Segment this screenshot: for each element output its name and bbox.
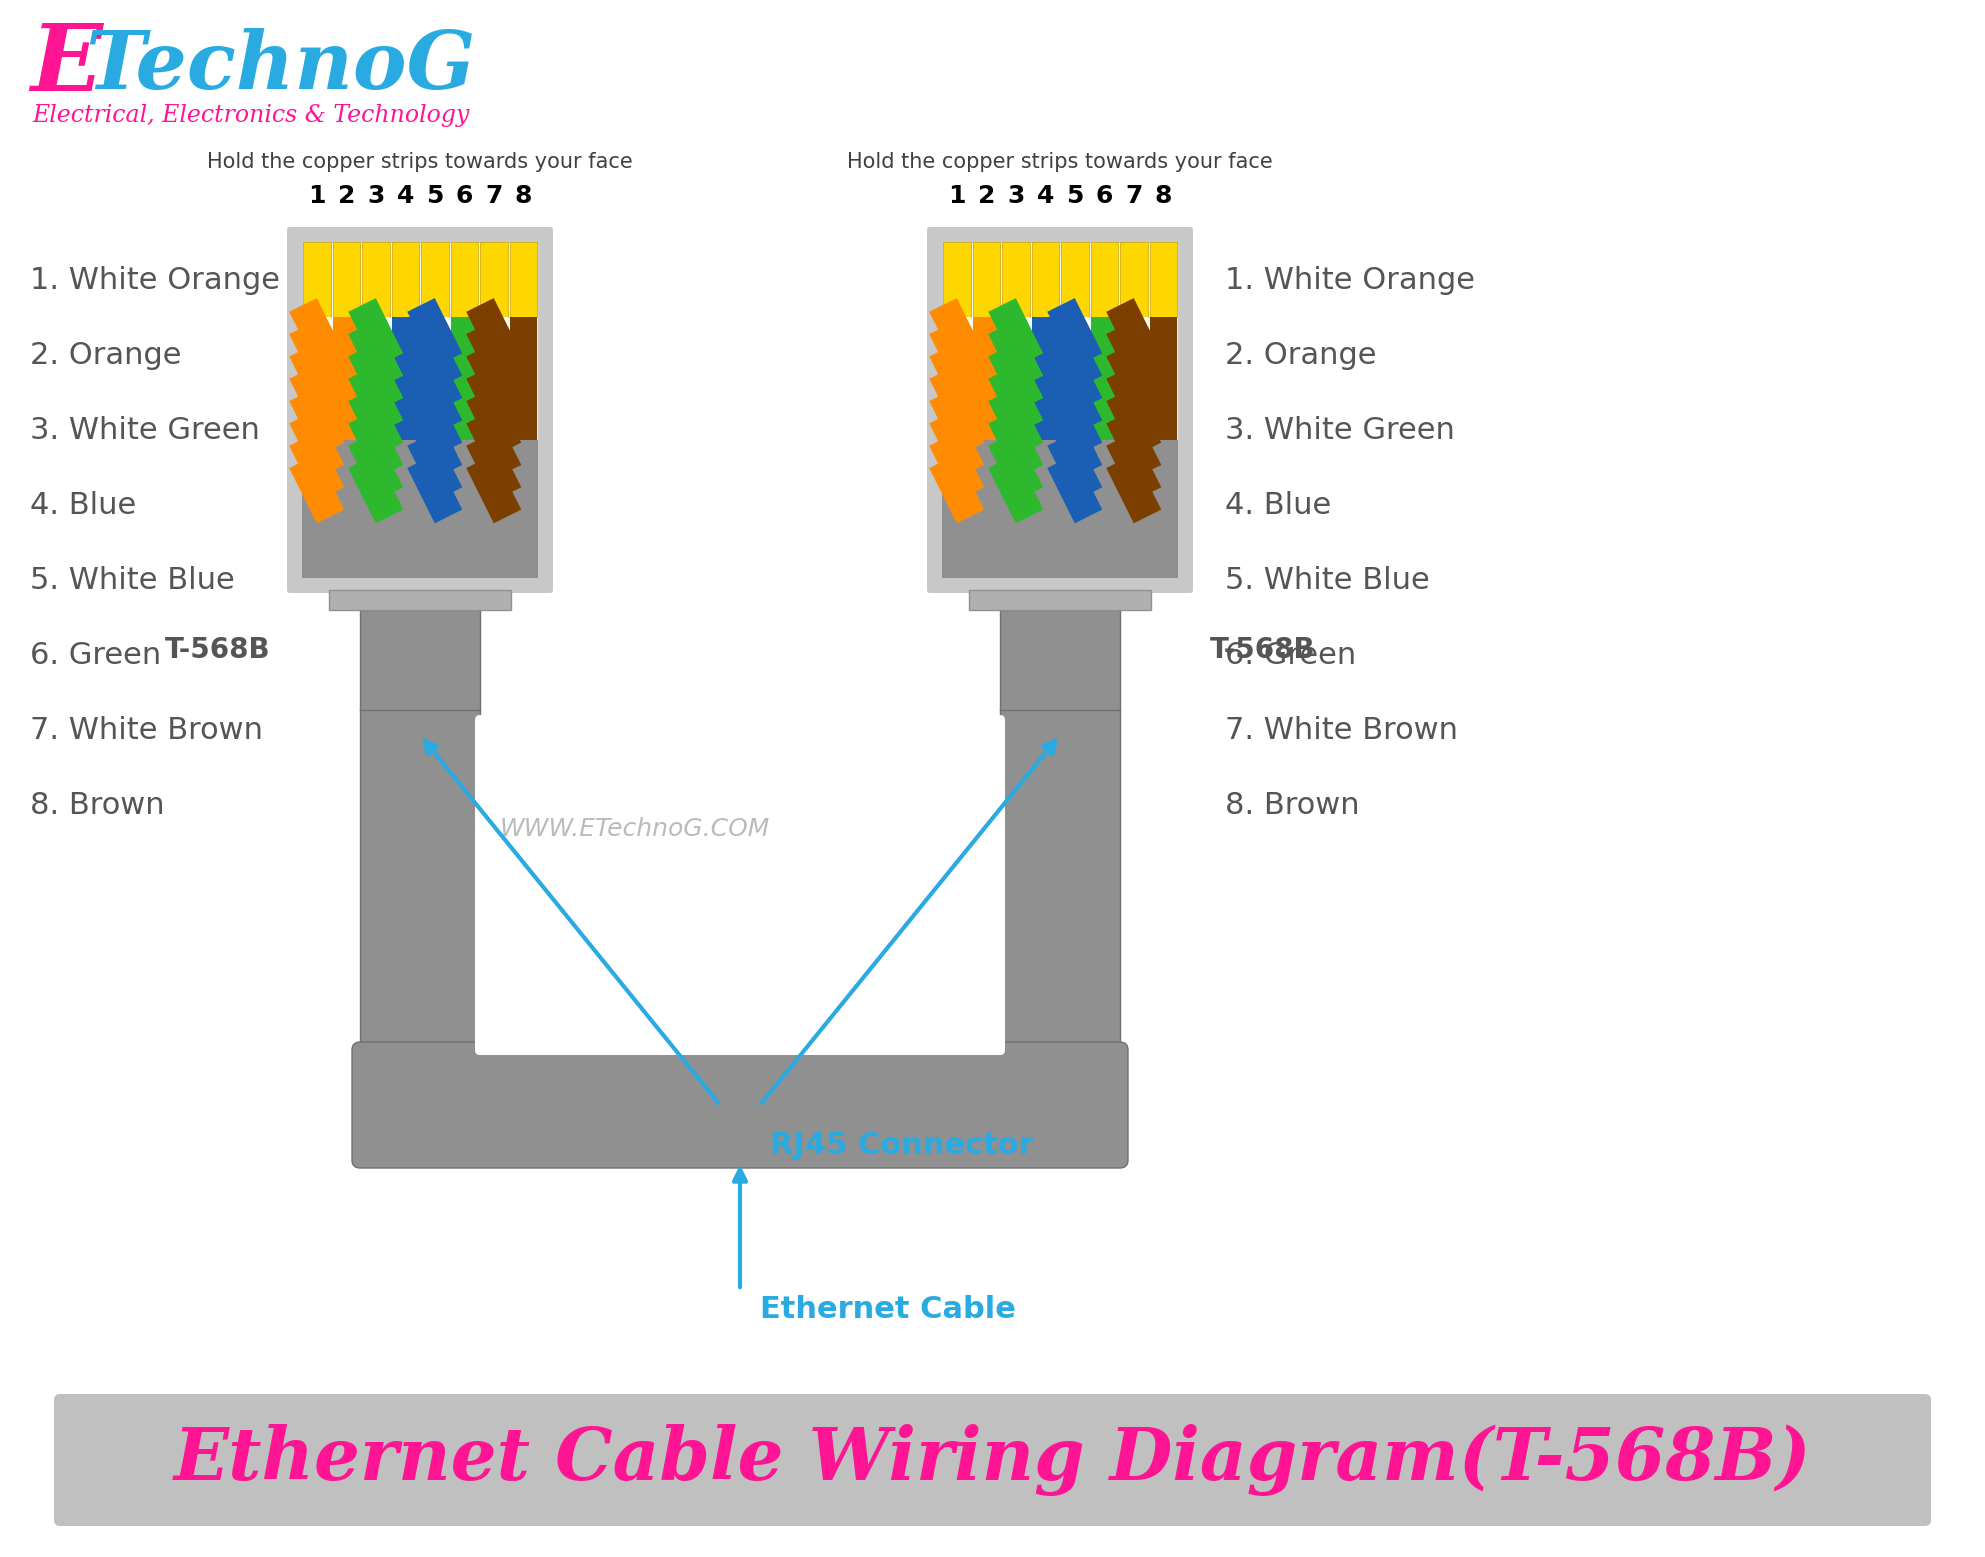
Bar [421, 241, 449, 318]
Bar [361, 318, 389, 441]
Text: 6. Green: 6. Green [30, 640, 161, 670]
Bar [333, 241, 359, 318]
Text: 2: 2 [337, 184, 355, 209]
Text: T-568B: T-568B [165, 635, 270, 663]
Bar [1000, 708, 1120, 1049]
Bar [1062, 241, 1088, 318]
Bar [451, 318, 478, 441]
Bar [943, 441, 1177, 578]
Text: 8: 8 [514, 184, 532, 209]
Bar [1090, 318, 1118, 441]
Text: RJ45 Connector: RJ45 Connector [770, 1130, 1034, 1160]
Bar [973, 318, 1000, 441]
Bar [1000, 610, 1120, 710]
FancyBboxPatch shape [927, 227, 1193, 593]
Bar [330, 590, 510, 610]
Text: 7. White Brown: 7. White Brown [30, 716, 262, 744]
Text: 4: 4 [397, 184, 415, 209]
Text: 1: 1 [949, 184, 965, 209]
Bar [1032, 241, 1060, 318]
Text: TechnoG: TechnoG [85, 28, 474, 106]
Text: 1. White Orange: 1. White Orange [30, 266, 280, 294]
FancyBboxPatch shape [288, 227, 554, 593]
Text: T-568B: T-568B [1211, 635, 1316, 663]
FancyBboxPatch shape [54, 1394, 1931, 1526]
Text: E: E [30, 20, 101, 111]
Text: 1: 1 [308, 184, 326, 209]
Text: 4. Blue: 4. Blue [30, 490, 137, 520]
Bar [1090, 241, 1118, 318]
Text: 4. Blue: 4. Blue [1225, 490, 1332, 520]
Bar [421, 318, 449, 441]
Text: 8: 8 [1155, 184, 1171, 209]
Bar [333, 318, 359, 441]
Text: 2. Orange: 2. Orange [30, 341, 181, 369]
Text: 5: 5 [427, 184, 443, 209]
Text: Ethernet Cable Wiring Diagram(T-568B): Ethernet Cable Wiring Diagram(T-568B) [175, 1425, 1810, 1496]
Text: 4: 4 [1036, 184, 1054, 209]
Bar [391, 241, 419, 318]
Text: 3: 3 [367, 184, 385, 209]
Bar [391, 318, 419, 441]
Bar [1149, 241, 1177, 318]
Bar [1062, 318, 1088, 441]
Text: 8. Brown: 8. Brown [1225, 791, 1360, 819]
Text: Hold the copper strips towards your face: Hold the copper strips towards your face [206, 153, 633, 171]
Bar [510, 241, 538, 318]
Text: Ethernet Cable: Ethernet Cable [760, 1295, 1016, 1325]
Text: 7. White Brown: 7. White Brown [1225, 716, 1459, 744]
Text: 3. White Green: 3. White Green [1225, 416, 1455, 444]
Bar [304, 318, 330, 441]
Bar [969, 590, 1151, 610]
Bar [1032, 318, 1060, 441]
Bar [943, 318, 971, 441]
Bar [451, 241, 478, 318]
Text: 6. Green: 6. Green [1225, 640, 1356, 670]
Bar [480, 241, 508, 318]
Bar [361, 241, 389, 318]
Bar [480, 318, 508, 441]
Text: Electrical, Electronics & Technology: Electrical, Electronics & Technology [32, 104, 468, 128]
Bar [302, 241, 538, 441]
Text: 1. White Orange: 1. White Orange [1225, 266, 1475, 294]
Text: 5: 5 [1066, 184, 1084, 209]
Bar [1149, 318, 1177, 441]
Bar [304, 241, 330, 318]
Bar [359, 610, 480, 710]
Bar [943, 241, 971, 318]
Text: 5. White Blue: 5. White Blue [1225, 565, 1429, 595]
Text: WWW.ETechnoG.COM: WWW.ETechnoG.COM [500, 817, 770, 841]
FancyBboxPatch shape [474, 715, 1004, 1056]
FancyBboxPatch shape [351, 1042, 1127, 1168]
Bar [943, 241, 1177, 441]
Bar [1002, 241, 1030, 318]
Text: 6: 6 [1096, 184, 1114, 209]
Text: 8. Brown: 8. Brown [30, 791, 165, 819]
Text: Hold the copper strips towards your face: Hold the copper strips towards your face [848, 153, 1272, 171]
Bar [359, 708, 480, 1049]
Text: 7: 7 [1125, 184, 1143, 209]
Text: 2: 2 [977, 184, 994, 209]
Text: 2. Orange: 2. Orange [1225, 341, 1376, 369]
Text: 3: 3 [1006, 184, 1024, 209]
Bar [973, 241, 1000, 318]
Bar [1120, 241, 1147, 318]
Text: 6: 6 [457, 184, 472, 209]
Bar [510, 318, 538, 441]
Text: 3. White Green: 3. White Green [30, 416, 260, 444]
Bar [1120, 318, 1147, 441]
Text: 5. White Blue: 5. White Blue [30, 565, 234, 595]
Text: 7: 7 [484, 184, 502, 209]
Bar [1002, 318, 1030, 441]
Bar [302, 441, 538, 578]
